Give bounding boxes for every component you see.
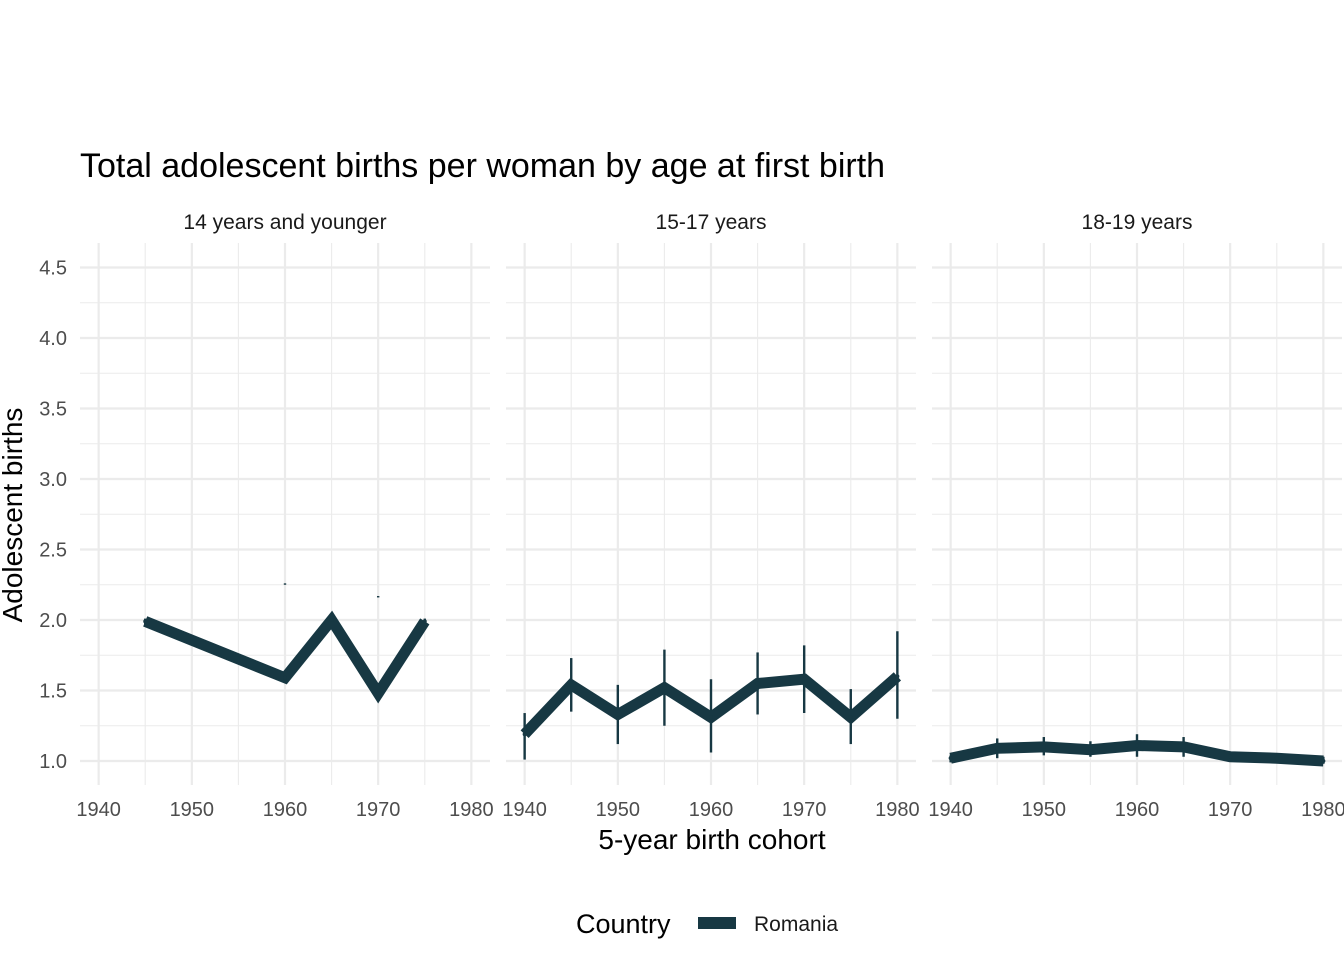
data-point bbox=[948, 756, 953, 761]
x-tick-label: 1940 bbox=[928, 799, 973, 821]
data-point bbox=[755, 681, 760, 686]
legend-label-romania: Romania bbox=[754, 913, 838, 936]
data-point bbox=[895, 674, 900, 679]
facet-strip-label: 15-17 years bbox=[656, 211, 767, 234]
data-point bbox=[709, 715, 713, 720]
y-tick-label: 2.5 bbox=[39, 540, 67, 562]
x-tick-label: 1970 bbox=[782, 799, 827, 821]
data-point bbox=[1321, 759, 1326, 763]
chart-title: Total adolescent births per woman by age… bbox=[80, 147, 885, 185]
data-point bbox=[283, 675, 287, 680]
x-tick-label: 1970 bbox=[356, 799, 401, 821]
x-tick-label: 1960 bbox=[263, 799, 308, 821]
x-tick-label: 1950 bbox=[1022, 799, 1067, 821]
facet-panels: 14 years and younger 1940 1950 1960 1970 1980… bbox=[39, 211, 1344, 821]
panel-3: 18-19 years 1940 1950 1960 1970 1980 bbox=[928, 211, 1344, 821]
x-tick-label: 1940 bbox=[76, 799, 121, 821]
data-point bbox=[1135, 743, 1139, 748]
data-point bbox=[376, 691, 381, 696]
facet-strip-label: 18-19 years bbox=[1082, 211, 1193, 234]
y-tick-label: 2.0 bbox=[39, 610, 67, 632]
x-tick-label: 1950 bbox=[596, 799, 641, 821]
data-point bbox=[662, 685, 667, 690]
data-point bbox=[1181, 744, 1186, 749]
data-point bbox=[1041, 744, 1046, 749]
x-tick-label: 1980 bbox=[1301, 799, 1344, 821]
x-tick-label: 1950 bbox=[170, 799, 215, 821]
panel-2: 15-17 years 1940 1950 1960 1970 1980 bbox=[502, 211, 919, 821]
data-point bbox=[1274, 756, 1279, 761]
y-axis-title: Adolescent births bbox=[0, 408, 28, 623]
data-point bbox=[615, 712, 620, 717]
data-point bbox=[802, 677, 807, 682]
x-tick-label: 1960 bbox=[689, 799, 734, 821]
facet-strip-label: 14 years and younger bbox=[183, 211, 386, 234]
panel-1: 14 years and younger 1940 1950 1960 1970 1980… bbox=[39, 211, 493, 821]
data-point bbox=[995, 746, 1000, 751]
y-tick-label: 3.0 bbox=[39, 469, 67, 491]
data-point bbox=[522, 732, 527, 737]
x-tick-label: 1970 bbox=[1208, 799, 1253, 821]
data-point bbox=[422, 619, 427, 624]
y-tick-label: 4.5 bbox=[39, 258, 67, 280]
y-tick-label: 1.0 bbox=[39, 751, 67, 773]
legend-title: Country bbox=[576, 909, 671, 939]
y-tick-label: 4.0 bbox=[39, 328, 67, 350]
legend: Country Romania bbox=[576, 909, 838, 939]
x-tick-label: 1940 bbox=[502, 799, 547, 821]
data-point bbox=[848, 715, 853, 720]
x-tick-label: 1980 bbox=[449, 799, 494, 821]
data-point bbox=[1088, 747, 1093, 752]
data-point bbox=[1228, 754, 1233, 759]
legend-key-romania bbox=[698, 917, 736, 929]
data-point bbox=[569, 682, 574, 687]
data-point bbox=[329, 618, 334, 622]
x-tick-label: 1960 bbox=[1115, 799, 1160, 821]
x-axis-title: 5-year birth cohort bbox=[598, 824, 825, 855]
y-tick-label: 3.5 bbox=[39, 399, 67, 421]
data-point bbox=[143, 619, 148, 624]
x-tick-label: 1980 bbox=[875, 799, 920, 821]
y-tick-label: 1.5 bbox=[39, 681, 67, 703]
